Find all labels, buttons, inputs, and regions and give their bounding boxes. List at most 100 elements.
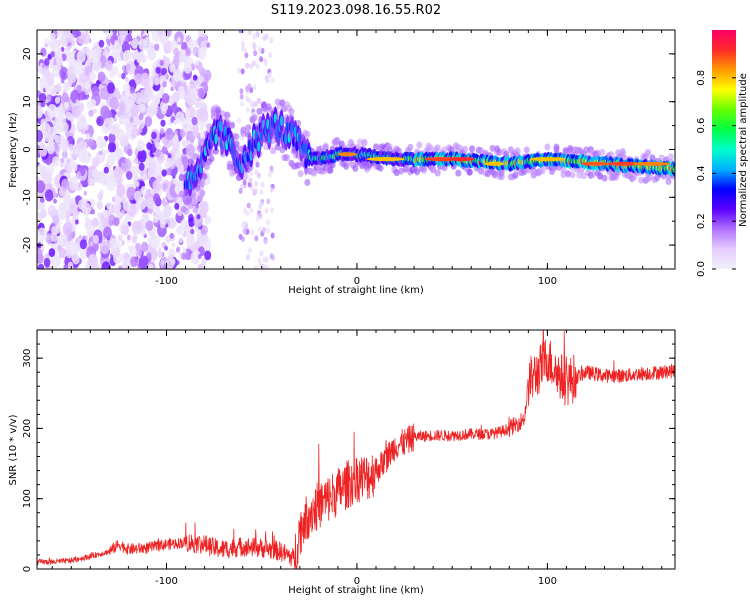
spectrogram-cell [101, 261, 111, 269]
spectrogram-cell [242, 227, 247, 234]
spectrogram-cell [113, 42, 121, 53]
spectrogram-cell [187, 83, 195, 93]
spectrogram-cell [265, 103, 272, 111]
spectrogram-cell [39, 145, 48, 157]
spectrogram-cell [302, 142, 306, 154]
spectrogram-cell [72, 212, 79, 222]
spectrogram-cell [178, 237, 183, 244]
spectrogram-cell [157, 175, 162, 181]
spectrogram-cell [108, 152, 116, 163]
spectrogram-cell [137, 97, 143, 105]
spectrogram-cell [398, 167, 405, 175]
spectrogram-cell [560, 171, 567, 178]
spectrogram-cell [105, 60, 113, 71]
spectrogram-cell [138, 127, 143, 134]
spectrogram-cell [51, 253, 61, 268]
spectrogram-cell [245, 85, 250, 92]
spectrogram-cell [180, 219, 189, 232]
spectrogram-cell [245, 124, 251, 132]
spectrogram-cell [123, 252, 130, 262]
spectrogram-cell [192, 206, 199, 214]
colorbar: 0.0 0.2 0.4 0.6 0.8 Normalized spectral ampl… [696, 30, 749, 277]
spectrogram-cell [259, 56, 264, 63]
spectrogram-cell [562, 148, 569, 155]
spectrogram-cell [37, 200, 40, 207]
spectrogram-cell [162, 81, 167, 88]
spectrogram-cell [42, 67, 50, 78]
spectrogram-cell [39, 77, 47, 87]
spectrogram-cell [47, 126, 57, 141]
spectrogram-cell [187, 39, 195, 49]
spectrogram-cell [61, 92, 69, 103]
spectrogram-cell [130, 256, 139, 268]
spectrogram-cell [260, 181, 265, 188]
spectrogram-cell [658, 154, 665, 162]
spectrogram-cell [151, 30, 162, 43]
spectrogram-cell [165, 127, 174, 141]
snr-frame [36, 329, 676, 570]
spectrogram-cell [159, 128, 165, 135]
spectrogram-cell [258, 203, 263, 210]
y-tick-label: 300 [22, 349, 33, 368]
spectrogram-cell [177, 36, 181, 43]
spectrogram-cell [253, 188, 258, 195]
spectrogram-cell [261, 227, 266, 233]
spectrogram-cell [297, 170, 304, 178]
spectrogram-cell [66, 111, 73, 121]
figure-title: S119.2023.098.16.55.R02 [271, 3, 441, 18]
spectrogram-cell [67, 54, 73, 62]
spectrogram-cell [279, 115, 284, 127]
snr-xlabel: Height of straight line (km) [288, 585, 424, 596]
spectrogram-cell [80, 115, 85, 122]
spectrogram-cell [581, 172, 587, 180]
spectrogram-cell [44, 43, 48, 48]
spectrogram-cell [190, 228, 195, 235]
spectrogram-cell [304, 179, 311, 186]
spectrogram-cell [153, 215, 159, 223]
spectrogram-cell [182, 81, 186, 87]
spectrogram-cell [242, 207, 247, 214]
spectrogram-cell [264, 60, 268, 67]
spectrogram-cell [109, 45, 114, 52]
spectrogram-cell [162, 182, 168, 190]
spectrogram-cell [247, 247, 252, 254]
spectrogram-cell [107, 82, 115, 94]
spectrogram-cell [590, 170, 597, 178]
spectrogram-cell [638, 176, 645, 184]
spectrogram-cell [257, 98, 262, 105]
spectrogram-cell [68, 174, 72, 179]
spectrogram-cell [197, 195, 203, 202]
spectrogram-cell [184, 47, 192, 57]
spectrogram-cell [159, 59, 164, 66]
spectrogram-cell [44, 58, 50, 66]
spectrogram-cell [147, 263, 154, 269]
spectrogram-cell [103, 117, 113, 131]
spectrogram-cell [357, 138, 363, 146]
spectrogram-cell [58, 233, 68, 247]
spectrogram-cell [204, 215, 212, 225]
spectrogram-xlabel: Height of straight line (km) [288, 285, 424, 296]
spectrogram-cell [98, 39, 105, 48]
spectrogram-cell [176, 246, 181, 253]
spectrogram-cell [140, 186, 148, 196]
spectrogram-cell [135, 165, 141, 173]
spectrogram-cell [208, 155, 215, 163]
spectrogram-cell [255, 161, 260, 168]
spectrogram-cell [151, 131, 157, 140]
spectrogram-cell [112, 124, 118, 133]
spectrogram-cell [159, 32, 169, 45]
spectrogram-cell [135, 181, 140, 187]
spectrogram-cell [87, 253, 98, 268]
spectrogram-cell [257, 46, 262, 53]
spectrogram-cell [45, 85, 50, 93]
spectrogram-cell [242, 179, 247, 186]
spectrogram-cell [160, 119, 166, 127]
spectrogram-cell [197, 30, 204, 37]
spectrogram-cell [124, 98, 134, 111]
spectrogram-cell [667, 153, 674, 161]
spectrogram-cell [210, 113, 217, 121]
spectrogram-cell [414, 168, 421, 176]
spectrogram-cell [37, 163, 44, 172]
spectrogram-cell [134, 229, 139, 235]
